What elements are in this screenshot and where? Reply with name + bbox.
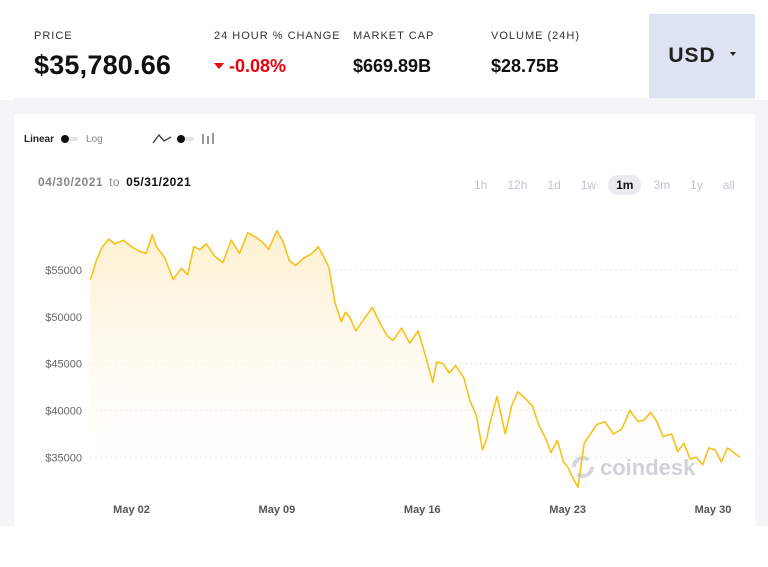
price-label: PRICE — [34, 30, 73, 42]
line-chart-icon[interactable] — [152, 132, 172, 146]
date-range: 04/30/2021 to 05/31/2021 — [38, 175, 191, 189]
volume-value: $28.75B — [491, 56, 560, 76]
panel-background-left — [0, 100, 14, 526]
range-tab-1h[interactable]: 1h — [474, 178, 488, 192]
caret-down-icon — [214, 63, 224, 69]
stats-panel: PRICE $35,780.66 24 HOUR % CHANGE -0.08%… — [20, 14, 650, 98]
price-value: $35,780.66 — [34, 50, 172, 80]
date-range-separator: to — [109, 175, 121, 189]
chevron-down-icon — [729, 52, 736, 56]
scale-linear-label[interactable]: Linear — [24, 133, 55, 145]
scale-switch-knob — [61, 135, 70, 143]
scale-log-label[interactable]: Log — [86, 133, 103, 145]
change-stat: 24 HOUR % CHANGE -0.08% — [214, 30, 341, 77]
panel-gap-band — [14, 98, 755, 114]
marketcap-stat: MARKET CAP $669.89B — [353, 30, 434, 77]
chart-type-switch[interactable] — [177, 135, 194, 143]
scale-toggle: Linear Log — [24, 130, 103, 148]
chart-type-switch-knob — [177, 135, 185, 143]
range-tab-1w[interactable]: 1w — [580, 178, 597, 192]
range-tab-1m[interactable]: 1m — [608, 175, 642, 195]
panel-background-right — [755, 100, 768, 526]
price-stat: PRICE $35,780.66 — [34, 30, 171, 81]
change-label: 24 HOUR % CHANGE — [214, 30, 341, 42]
date-from[interactable]: 04/30/2021 — [38, 175, 104, 189]
change-value-row: -0.08% — [214, 56, 341, 77]
date-to[interactable]: 05/31/2021 — [126, 175, 192, 189]
range-tab-1y[interactable]: 1y — [690, 178, 703, 192]
range-tab-3m[interactable]: 3m — [653, 178, 671, 192]
volume-label: VOLUME (24H) — [491, 30, 581, 42]
range-tab-1d[interactable]: 1d — [547, 178, 561, 192]
chart-type-toggle — [152, 130, 216, 148]
currency-label: USD — [668, 44, 716, 67]
scale-switch[interactable] — [61, 135, 79, 143]
marketcap-value: $669.89B — [353, 56, 432, 76]
range-tab-12h[interactable]: 12h — [507, 178, 528, 192]
currency-selector[interactable]: USD — [649, 14, 755, 98]
candlestick-icon[interactable] — [200, 132, 216, 146]
change-value: -0.08% — [229, 56, 287, 76]
marketcap-label: MARKET CAP — [353, 30, 435, 42]
range-tabs: 1h 12h 1d 1w 1m 3m 1y all — [464, 175, 745, 195]
volume-stat: VOLUME (24H) $28.75B — [491, 30, 580, 77]
range-tab-all[interactable]: all — [722, 178, 735, 192]
